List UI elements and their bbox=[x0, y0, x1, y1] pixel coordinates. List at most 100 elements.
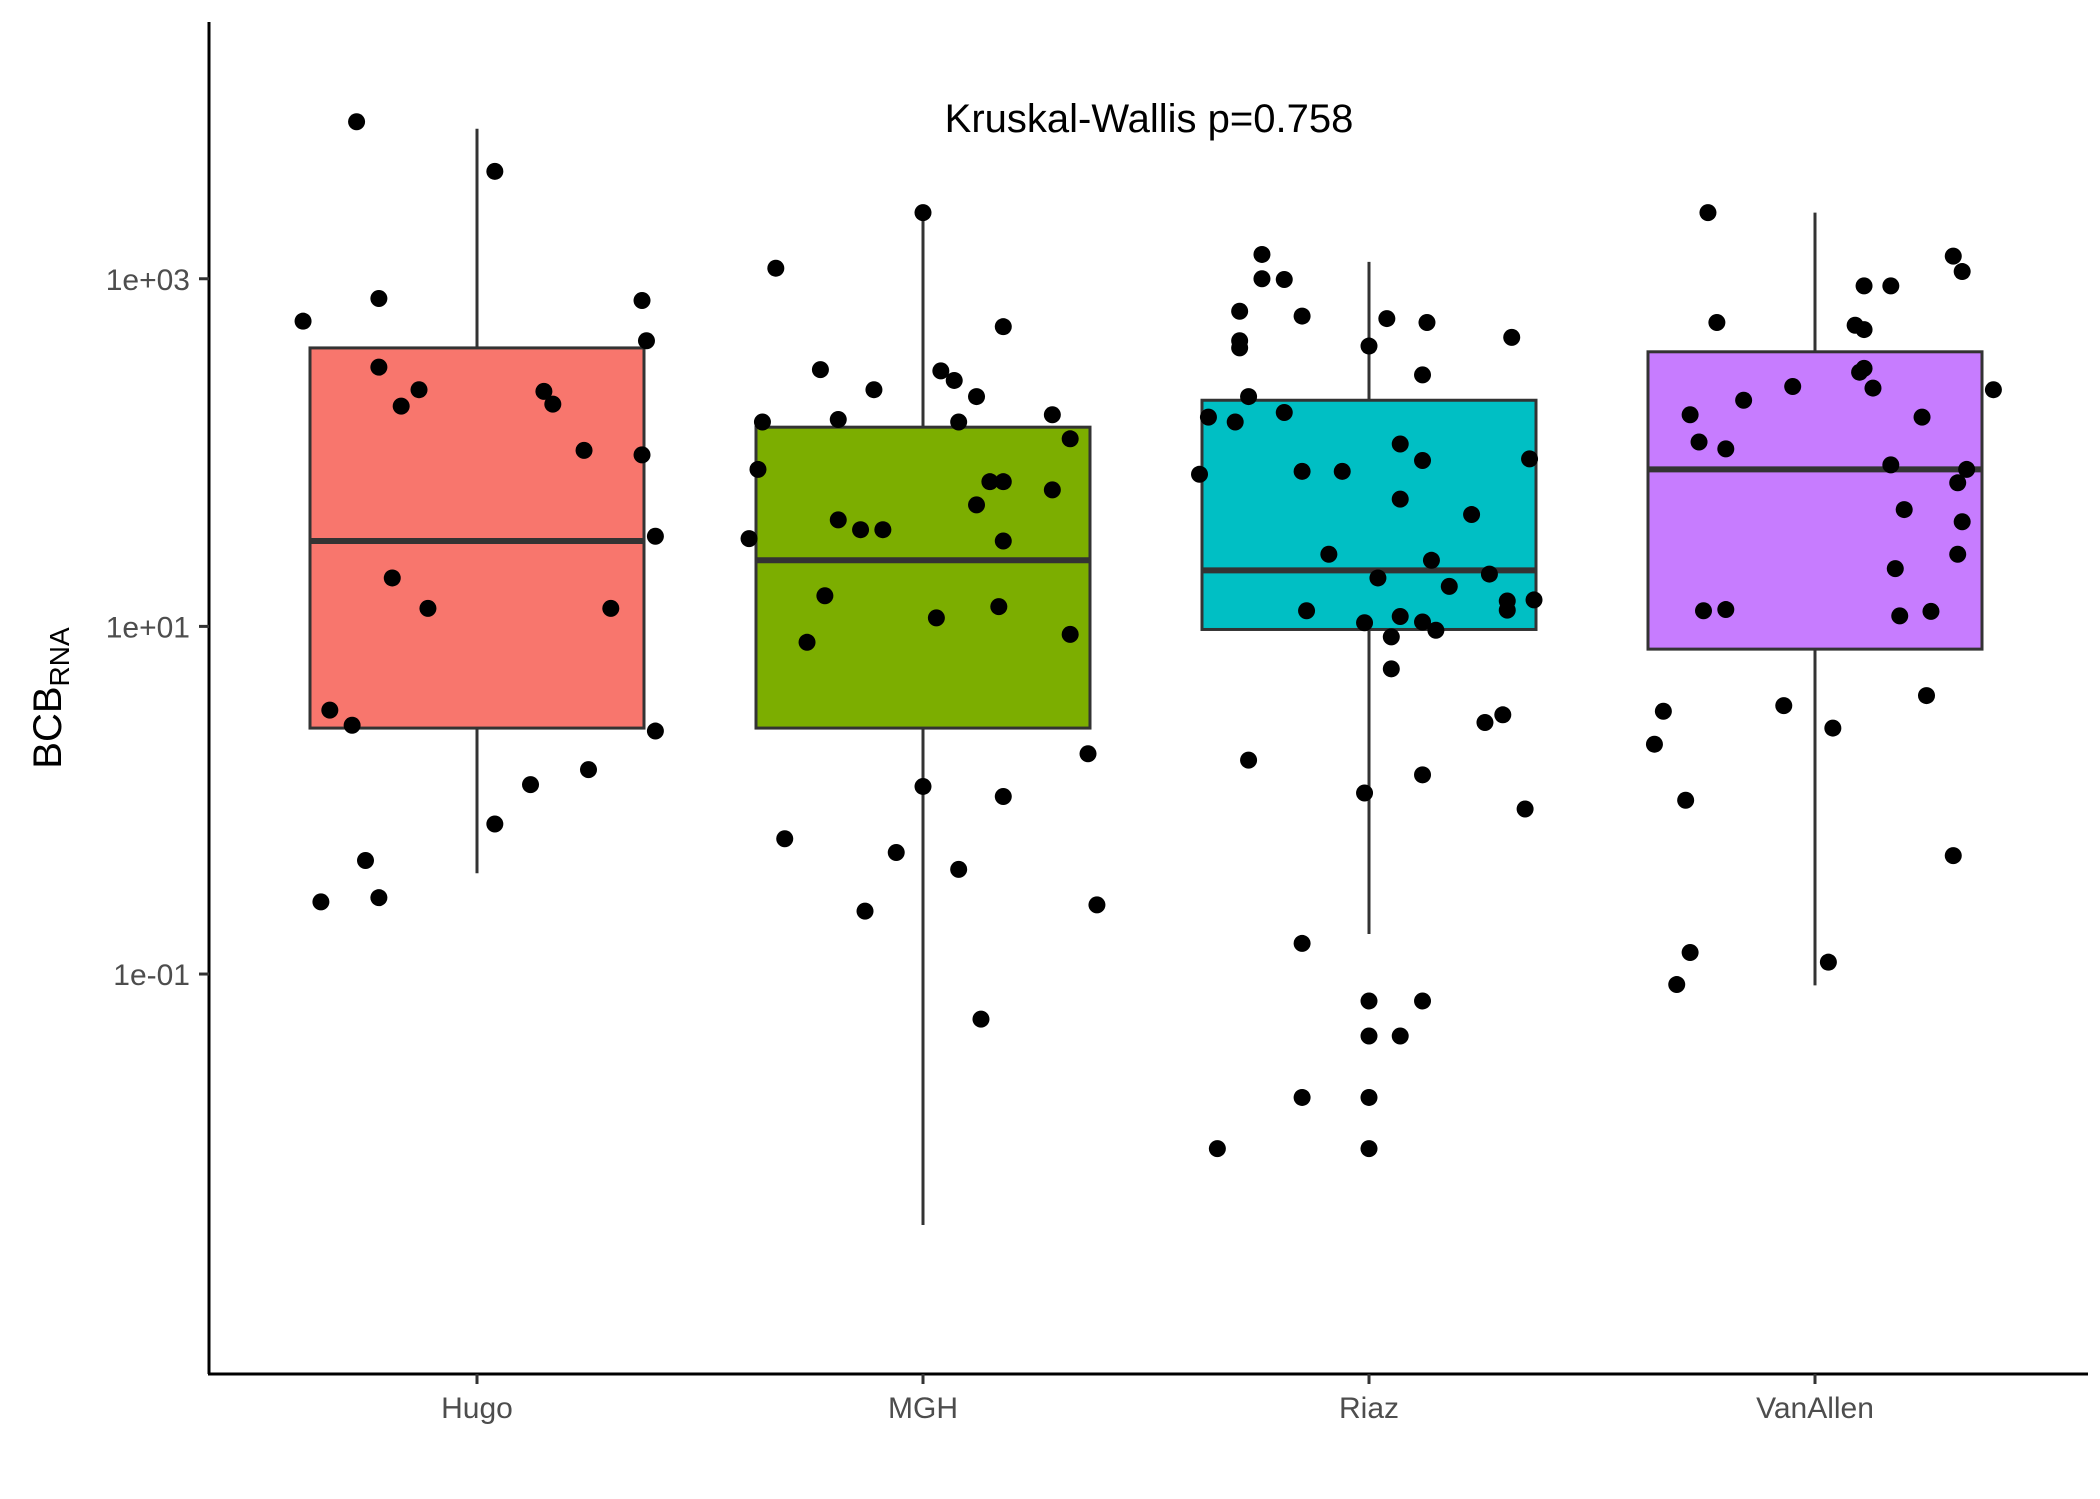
data-point bbox=[1360, 1088, 1378, 1106]
y-tick-label: 1e+03 bbox=[106, 264, 190, 297]
y-axis-title: BCBRNA bbox=[26, 627, 75, 769]
x-tick-label: MGH bbox=[888, 1392, 958, 1425]
data-point bbox=[580, 761, 597, 779]
box-group-hugo bbox=[308, 128, 646, 874]
data-point bbox=[1293, 462, 1311, 480]
data-point bbox=[968, 496, 986, 514]
data-point bbox=[1891, 607, 1909, 625]
data-point bbox=[312, 893, 330, 911]
data-point bbox=[1681, 944, 1699, 962]
data-point bbox=[1855, 321, 1873, 339]
annotation-text: Kruskal-Wallis p=0.758 bbox=[945, 97, 1354, 141]
data-point bbox=[852, 521, 870, 539]
points-layer bbox=[294, 113, 2002, 1158]
data-point bbox=[1061, 430, 1079, 448]
data-point bbox=[874, 521, 892, 539]
data-point bbox=[740, 530, 758, 548]
data-point bbox=[1275, 404, 1293, 422]
data-point bbox=[1333, 462, 1351, 480]
data-point bbox=[535, 382, 553, 400]
y-ticks: 1e-01 1e+01 1e+03 bbox=[106, 264, 209, 992]
data-point bbox=[1088, 896, 1106, 914]
data-point bbox=[370, 889, 388, 907]
data-point bbox=[321, 701, 339, 719]
data-point bbox=[1293, 1088, 1311, 1106]
data-point bbox=[1498, 601, 1516, 619]
data-point bbox=[1944, 247, 1962, 265]
box-group-vanallen bbox=[1646, 212, 1984, 986]
data-point bbox=[1677, 791, 1695, 809]
data-point bbox=[1360, 1140, 1378, 1158]
data-point bbox=[829, 410, 847, 428]
data-point bbox=[1882, 277, 1900, 295]
data-point bbox=[486, 162, 504, 180]
data-point bbox=[1298, 602, 1316, 620]
data-point bbox=[1984, 381, 2002, 399]
data-point bbox=[392, 397, 410, 415]
data-point bbox=[1240, 751, 1258, 769]
x-ticks: Hugo MGH Riaz VanAllen bbox=[441, 1374, 1874, 1425]
data-point bbox=[1079, 745, 1097, 763]
data-point bbox=[1231, 339, 1249, 357]
x-tick-label: Riaz bbox=[1339, 1392, 1399, 1425]
data-point bbox=[1958, 460, 1976, 478]
data-point bbox=[1690, 433, 1708, 451]
data-point bbox=[972, 1010, 990, 1028]
data-point bbox=[1708, 314, 1726, 332]
data-point bbox=[544, 395, 562, 413]
data-point bbox=[1208, 1140, 1226, 1158]
data-point bbox=[856, 902, 874, 920]
data-point bbox=[927, 609, 945, 627]
data-point bbox=[1293, 934, 1311, 952]
data-point bbox=[1391, 1027, 1409, 1045]
boxes-layer bbox=[308, 128, 1984, 1225]
data-point bbox=[1922, 602, 1940, 620]
data-point bbox=[1895, 501, 1913, 519]
data-point bbox=[1516, 800, 1534, 818]
data-point bbox=[1382, 628, 1400, 646]
data-point bbox=[1784, 377, 1802, 395]
box-group-riaz bbox=[1200, 261, 1538, 934]
data-point bbox=[1521, 450, 1539, 468]
y-axis-title-subscript: RNA bbox=[44, 627, 75, 686]
data-point bbox=[357, 851, 374, 869]
data-point bbox=[294, 312, 312, 330]
data-point bbox=[1886, 560, 1904, 578]
data-point bbox=[370, 289, 388, 307]
box-mgh bbox=[754, 425, 1092, 730]
data-point bbox=[1882, 456, 1900, 474]
data-point bbox=[1043, 481, 1061, 499]
data-point bbox=[981, 473, 999, 491]
data-point bbox=[811, 361, 829, 379]
data-point bbox=[1480, 565, 1498, 583]
data-point bbox=[1422, 551, 1440, 569]
data-point bbox=[1253, 245, 1271, 263]
data-point bbox=[1699, 204, 1717, 222]
data-point bbox=[1717, 440, 1735, 458]
data-point bbox=[994, 318, 1012, 336]
data-point bbox=[914, 777, 932, 795]
data-point bbox=[776, 830, 794, 848]
data-point bbox=[1440, 577, 1458, 595]
data-point bbox=[1525, 591, 1543, 609]
data-point bbox=[798, 633, 816, 651]
data-point bbox=[1382, 660, 1400, 678]
data-point bbox=[1253, 270, 1271, 288]
data-point bbox=[1949, 545, 1967, 563]
y-axis-title-main: BCB bbox=[26, 686, 70, 768]
data-point bbox=[1855, 277, 1873, 295]
data-point bbox=[749, 460, 767, 478]
data-point bbox=[1681, 406, 1699, 424]
data-point bbox=[637, 332, 655, 350]
data-point bbox=[575, 441, 593, 459]
data-point bbox=[1503, 328, 1521, 346]
data-point bbox=[1414, 613, 1432, 631]
data-point bbox=[1645, 735, 1663, 753]
data-point bbox=[887, 844, 905, 862]
data-point bbox=[383, 569, 401, 587]
data-point bbox=[950, 860, 968, 878]
data-point bbox=[1695, 602, 1712, 620]
data-point bbox=[1191, 465, 1209, 483]
data-point bbox=[486, 815, 504, 833]
x-tick-label: VanAllen bbox=[1756, 1392, 1874, 1425]
